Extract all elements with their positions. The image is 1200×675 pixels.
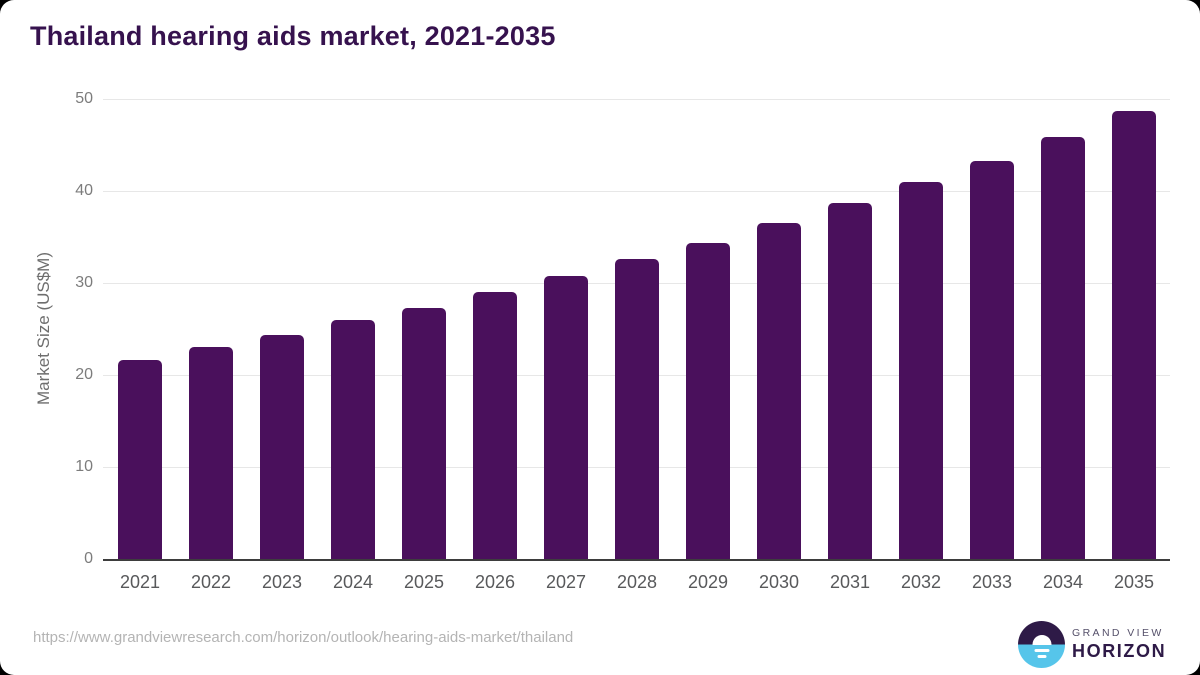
bar-2034 bbox=[1041, 136, 1085, 559]
x-axis-tick-label-2029: 2029 bbox=[687, 572, 729, 592]
y-axis-tick-label: 20 bbox=[75, 366, 93, 383]
bar-2022 bbox=[189, 347, 233, 559]
horizon-sun-icon bbox=[1018, 621, 1065, 668]
bar-2033 bbox=[970, 160, 1014, 559]
bar-2032 bbox=[899, 181, 943, 559]
y-axis-tick-label: 50 bbox=[75, 90, 93, 107]
x-axis-tick-label-2024: 2024 bbox=[332, 572, 374, 592]
bar-2028 bbox=[615, 259, 659, 559]
y-axis-tick-label: 0 bbox=[84, 550, 93, 567]
x-axis-tick-label-2028: 2028 bbox=[616, 572, 658, 592]
gridline-y-40 bbox=[103, 190, 1170, 192]
reflection-line-2 bbox=[1037, 655, 1046, 658]
bar-2026 bbox=[473, 292, 517, 559]
sun-dome-shape bbox=[1032, 634, 1051, 645]
x-axis-tick-label-2031: 2031 bbox=[829, 572, 871, 592]
y-axis-tick-label: 40 bbox=[75, 182, 93, 199]
grand-view-horizon-logo: GRAND VIEW HORIZON bbox=[1018, 621, 1166, 668]
bar-2021 bbox=[118, 360, 162, 559]
bar-2030 bbox=[757, 223, 801, 559]
bar-2025 bbox=[402, 307, 446, 559]
x-axis-tick-label-2023: 2023 bbox=[261, 572, 303, 592]
bar-2031 bbox=[828, 203, 872, 559]
x-axis-tick-label-2027: 2027 bbox=[545, 572, 587, 592]
bar-2029 bbox=[686, 243, 730, 559]
reflection-line-1 bbox=[1034, 649, 1049, 652]
y-axis-tick-label: 10 bbox=[75, 458, 93, 475]
source-url: https://www.grandviewresearch.com/horizo… bbox=[33, 629, 574, 646]
x-axis-tick-label-2034: 2034 bbox=[1042, 572, 1084, 592]
page-title: Thailand hearing aids market, 2021-2035 bbox=[30, 21, 556, 51]
logo-horizon-text: HORIZON bbox=[1072, 641, 1167, 661]
x-axis-tick-label-2022: 2022 bbox=[190, 572, 232, 592]
x-axis-tick-label-2035: 2035 bbox=[1113, 572, 1155, 592]
plot-area bbox=[103, 98, 1170, 561]
gridline-y-50 bbox=[103, 98, 1170, 100]
bar-2027 bbox=[544, 275, 588, 559]
x-axis-tick-label-2021: 2021 bbox=[119, 572, 161, 592]
x-axis-tick-label-2032: 2032 bbox=[900, 572, 942, 592]
x-axis-tick-label-2033: 2033 bbox=[971, 572, 1013, 592]
x-axis-tick-label-2030: 2030 bbox=[758, 572, 800, 592]
bar-2023 bbox=[260, 334, 304, 559]
x-axis-tick-label-2025: 2025 bbox=[403, 572, 445, 592]
bar-2035 bbox=[1112, 111, 1156, 559]
logo-grand-view-text: GRAND VIEW bbox=[1072, 627, 1164, 639]
bar-2024 bbox=[331, 319, 375, 559]
y-axis-tick-label: 30 bbox=[75, 274, 93, 291]
y-axis-title: Market Size (US$M) bbox=[30, 99, 58, 559]
x-axis-tick-label-2026: 2026 bbox=[474, 572, 516, 592]
logo-text: GRAND VIEW HORIZON bbox=[1072, 627, 1166, 662]
